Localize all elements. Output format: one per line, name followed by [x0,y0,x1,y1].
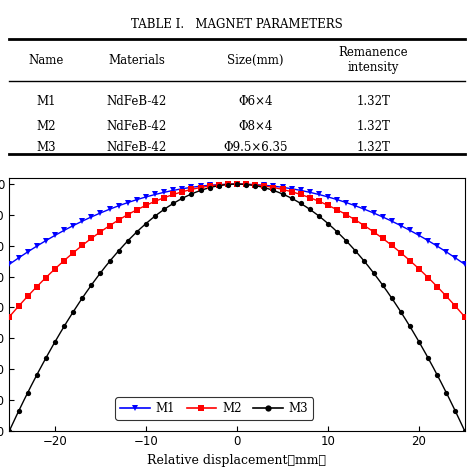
Text: 1.32T: 1.32T [356,141,391,154]
Text: Materials: Materials [109,54,165,67]
Text: M1: M1 [36,95,55,108]
Text: Remanence
intensity: Remanence intensity [339,46,408,74]
Text: NdFeB-42: NdFeB-42 [107,141,167,154]
Text: Size(mm): Size(mm) [227,54,283,67]
Text: Name: Name [28,54,64,67]
Text: NdFeB-42: NdFeB-42 [107,120,167,133]
Text: Φ6×4: Φ6×4 [238,95,273,108]
Text: M3: M3 [36,141,56,154]
Text: M2: M2 [36,120,55,133]
Text: Φ8×4: Φ8×4 [238,120,273,133]
Text: Φ9.5×6.35: Φ9.5×6.35 [223,141,287,154]
X-axis label: Relative displacement（mm）: Relative displacement（mm） [147,454,327,467]
Text: 1.32T: 1.32T [356,95,391,108]
Text: NdFeB-42: NdFeB-42 [107,95,167,108]
Text: 1.32T: 1.32T [356,120,391,133]
Text: TABLE I.   MAGNET PARAMETERS: TABLE I. MAGNET PARAMETERS [131,18,343,31]
Legend: M1, M2, M3: M1, M2, M3 [115,397,313,420]
